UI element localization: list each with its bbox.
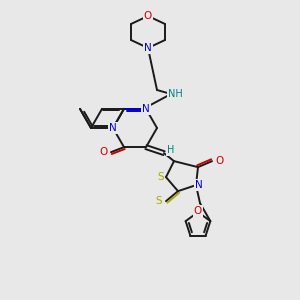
Text: N: N <box>195 180 203 190</box>
Text: S: S <box>156 196 162 206</box>
Text: O: O <box>144 11 152 21</box>
Text: NH: NH <box>168 89 182 99</box>
Text: N: N <box>109 123 117 133</box>
Text: N: N <box>144 43 152 53</box>
Text: O: O <box>215 156 223 166</box>
Text: S: S <box>158 172 164 182</box>
Text: O: O <box>194 206 202 216</box>
Text: H: H <box>167 145 175 155</box>
Text: O: O <box>100 147 108 157</box>
Text: N: N <box>142 104 150 114</box>
